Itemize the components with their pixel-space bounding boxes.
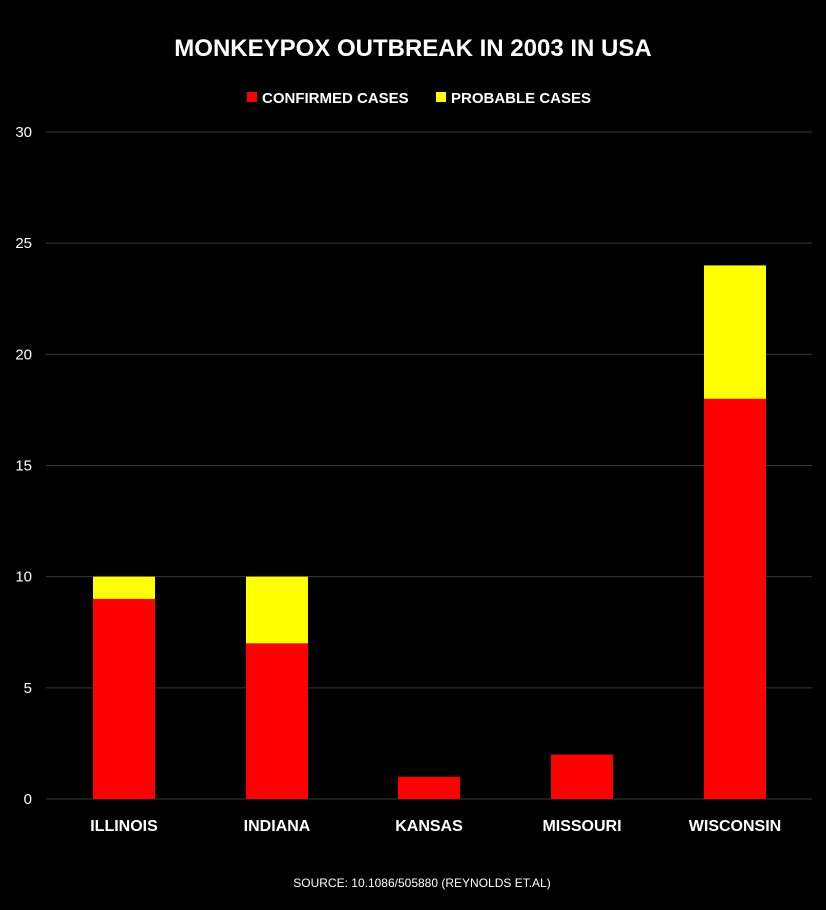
x-label-wisconsin: WISCONSIN <box>689 818 781 835</box>
bars <box>93 265 766 799</box>
legend-swatch-probable <box>436 92 446 102</box>
y-tick-label: 5 <box>24 680 32 697</box>
y-tick-label: 10 <box>15 569 32 586</box>
x-label-indiana: INDIANA <box>244 818 311 835</box>
y-tick-label: 15 <box>15 458 32 475</box>
y-axis-ticks: 0 5 10 15 20 25 30 <box>15 124 32 808</box>
x-label-illinois: ILLINOIS <box>90 818 158 835</box>
bar-wisconsin-confirmed <box>704 398 766 799</box>
bar-illinois-confirmed <box>93 598 155 799</box>
y-tick-label: 30 <box>15 124 32 141</box>
legend: CONFIRMED CASES PROBABLE CASES <box>247 90 591 107</box>
legend-label-probable: PROBABLE CASES <box>451 90 591 107</box>
bar-missouri-confirmed <box>551 754 613 799</box>
gridlines <box>46 131 812 800</box>
x-label-missouri: MISSOURI <box>542 818 621 835</box>
x-axis-labels: ILLINOIS INDIANA KANSAS MISSOURI WISCONSIN <box>90 818 781 835</box>
bar-indiana-probable <box>246 576 308 644</box>
bar-kansas-confirmed <box>398 776 460 799</box>
chart-title: MONKEYPOX OUTBREAK IN 2003 IN USA <box>174 35 651 62</box>
legend-label-confirmed: CONFIRMED CASES <box>262 90 409 107</box>
bar-indiana-confirmed <box>246 643 308 799</box>
y-tick-label: 0 <box>24 791 32 808</box>
y-tick-label: 25 <box>15 235 32 252</box>
y-tick-label: 20 <box>15 346 32 363</box>
source-note: SOURCE: 10.1086/505880 (REYNOLDS ET.AL) <box>293 876 550 890</box>
x-label-kansas: KANSAS <box>395 818 463 835</box>
bar-wisconsin-probable <box>704 265 766 399</box>
bar-illinois-probable <box>93 576 155 599</box>
legend-swatch-confirmed <box>247 92 257 102</box>
